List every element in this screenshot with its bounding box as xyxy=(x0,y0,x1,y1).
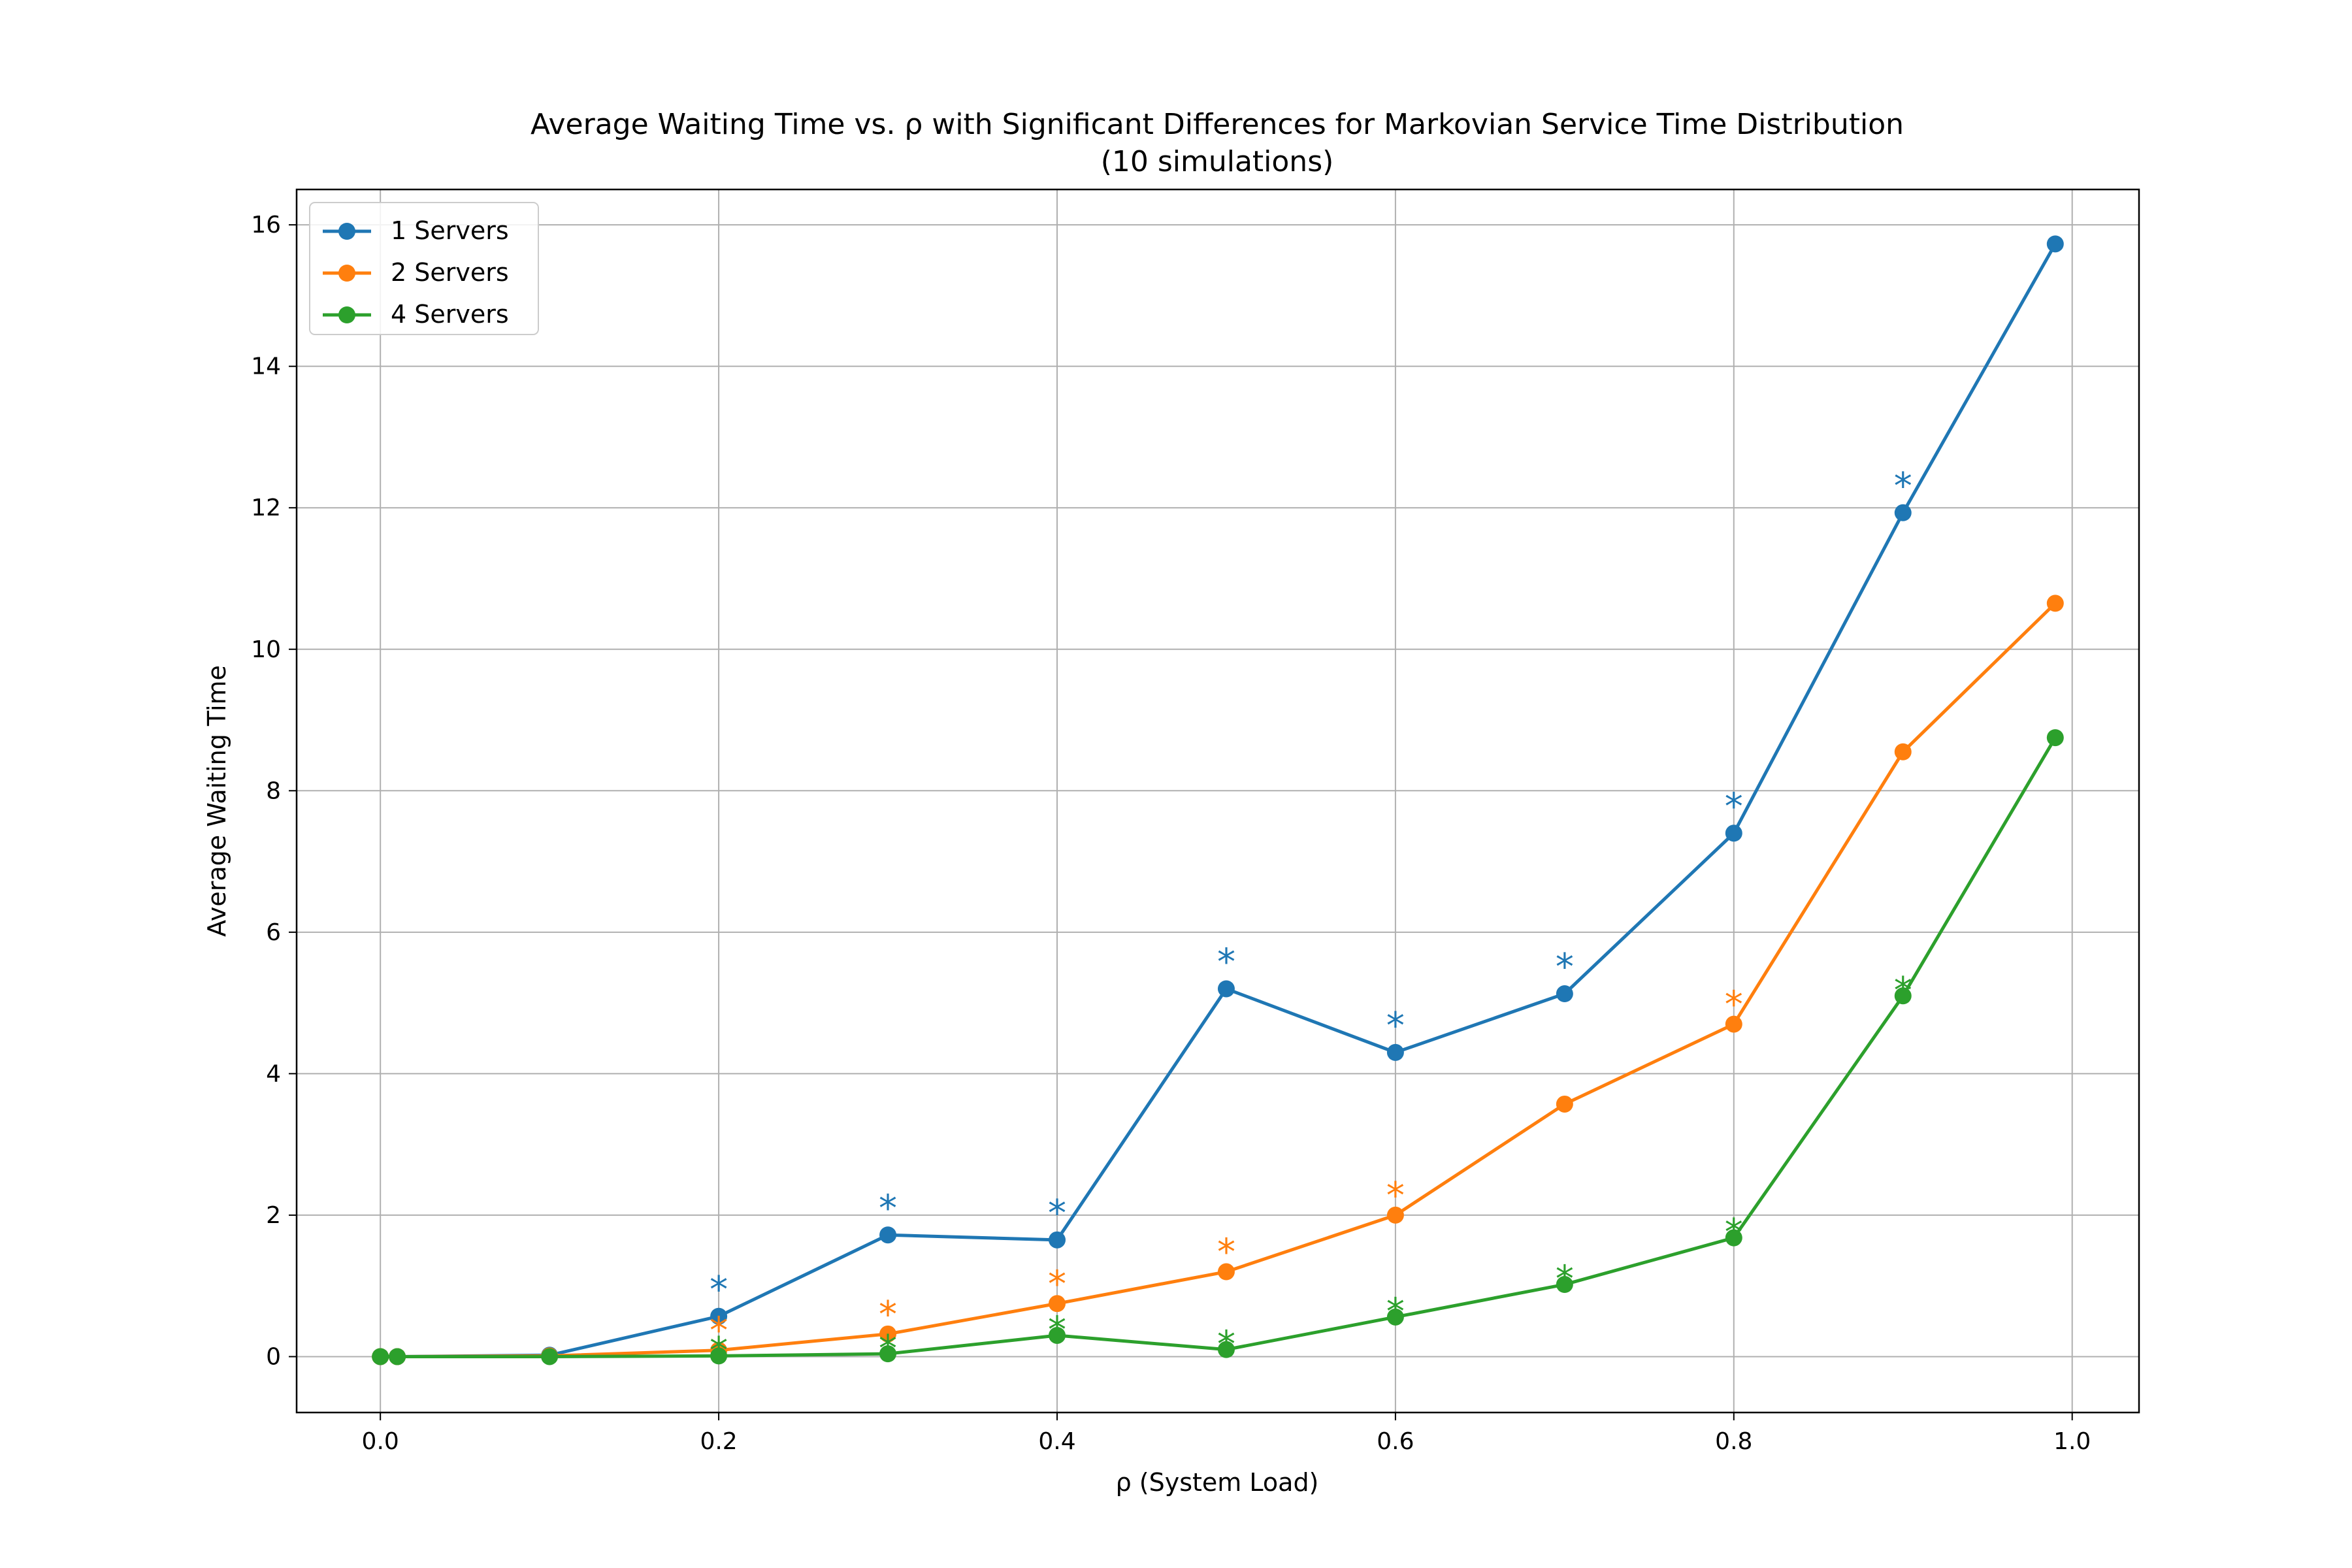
legend-item: 1 Servers xyxy=(323,216,509,245)
data-point xyxy=(1725,825,1742,842)
y-tick-label: 10 xyxy=(251,636,281,663)
chart-subtitle: (10 simulations) xyxy=(1101,145,1334,178)
legend-item: 2 Servers xyxy=(323,258,509,287)
data-point xyxy=(1894,504,1912,521)
data-point xyxy=(541,1348,559,1365)
significance-marker: * xyxy=(1894,465,1912,508)
y-tick-label: 8 xyxy=(266,777,281,804)
data-point xyxy=(372,1348,389,1365)
significance-marker: * xyxy=(710,1310,728,1352)
data-point xyxy=(1386,1308,1404,1326)
plot-frame xyxy=(295,188,2140,1414)
significance-marker: * xyxy=(1217,941,1235,984)
y-tick-label: 4 xyxy=(266,1060,281,1087)
data-point xyxy=(2046,235,2064,253)
y-tick-label: 0 xyxy=(266,1343,281,1370)
significance-marker: * xyxy=(1217,1323,1235,1365)
data-point xyxy=(1217,980,1235,998)
significance-marker: * xyxy=(1386,1005,1405,1047)
data-point xyxy=(389,1348,406,1365)
x-axis: 0.0 0.2 0.4 0.6 0.8 1.0 xyxy=(362,1413,2091,1455)
significance-marker: * xyxy=(1217,1232,1235,1274)
significance-marker: * xyxy=(710,1269,728,1311)
significance-markers: ** ******* ****** * * ***** xyxy=(710,465,1912,1372)
data-point xyxy=(1556,985,1573,1003)
significance-marker: * xyxy=(1048,1309,1066,1352)
data-point xyxy=(1894,987,1912,1005)
significance-marker: * xyxy=(1386,1175,1405,1217)
y-tick-label: 6 xyxy=(266,919,281,946)
significance-marker: * xyxy=(1556,946,1574,988)
y-axis-label: Average Waiting Time xyxy=(203,665,231,937)
data-point xyxy=(1386,1206,1404,1224)
data-point xyxy=(1217,1263,1235,1281)
data-point xyxy=(1894,743,1912,760)
significance-marker: * xyxy=(1386,1291,1405,1333)
legend-label: 4 Servers xyxy=(391,300,509,329)
chart-title: Average Waiting Time vs. ρ with Signific… xyxy=(531,108,1904,141)
legend-marker xyxy=(338,223,355,240)
x-tick-label: 0.2 xyxy=(700,1428,737,1455)
legend-marker xyxy=(338,265,355,282)
legend-marker xyxy=(338,306,355,323)
grid xyxy=(297,189,2139,1413)
significance-marker: * xyxy=(1048,1192,1066,1235)
legend: 1 Servers 2 Servers 4 Servers xyxy=(309,202,539,335)
data-point xyxy=(2046,729,2064,747)
significance-marker: * xyxy=(1894,970,1912,1012)
data-point xyxy=(2046,595,2064,612)
data-point xyxy=(1725,1015,1742,1033)
significance-marker: * xyxy=(1725,1211,1743,1254)
significance-marker: * xyxy=(1556,1258,1574,1301)
data-point xyxy=(1048,1326,1066,1344)
legend-box xyxy=(309,202,539,335)
y-axis: 0 2 4 6 8 10 12 14 16 xyxy=(251,212,297,1370)
data-point xyxy=(1048,1231,1066,1249)
y-tick-label: 16 xyxy=(251,212,281,238)
series-3 xyxy=(372,729,2064,1365)
data-point xyxy=(1556,1095,1573,1113)
legend-label: 2 Servers xyxy=(391,258,509,287)
significance-marker: * xyxy=(1048,1263,1066,1305)
significance-marker: * xyxy=(879,1328,897,1370)
data-point xyxy=(1725,1229,1742,1247)
data-point xyxy=(879,1226,897,1244)
x-tick-label: 0.6 xyxy=(1377,1428,1414,1455)
significance-marker: * xyxy=(710,1330,728,1372)
x-tick-label: 0.0 xyxy=(362,1428,399,1455)
legend-label: 1 Servers xyxy=(391,216,509,245)
data-point xyxy=(1386,1043,1404,1061)
significance-marker: * xyxy=(879,1294,897,1336)
x-tick-label: 1.0 xyxy=(2053,1428,2091,1455)
data-point xyxy=(1048,1295,1066,1313)
y-tick-label: 14 xyxy=(251,353,281,380)
significance-marker: * xyxy=(879,1187,897,1230)
data-point xyxy=(1556,1276,1573,1294)
legend-item: 4 Servers xyxy=(323,300,509,329)
series-line xyxy=(380,736,2057,1358)
data-point xyxy=(1217,1341,1235,1358)
x-tick-label: 0.8 xyxy=(1715,1428,1752,1455)
y-tick-label: 12 xyxy=(251,495,281,521)
x-axis-label: ρ (System Load) xyxy=(1116,1468,1319,1497)
series-layer xyxy=(372,235,2064,1365)
data-point xyxy=(879,1325,897,1343)
significance-marker: * xyxy=(1725,785,1743,828)
y-tick-label: 2 xyxy=(266,1202,281,1229)
significance-marker: * xyxy=(1725,984,1743,1026)
data-point xyxy=(710,1347,728,1365)
data-point xyxy=(710,1307,728,1325)
x-tick-label: 0.4 xyxy=(1038,1428,1075,1455)
data-point xyxy=(879,1345,897,1363)
